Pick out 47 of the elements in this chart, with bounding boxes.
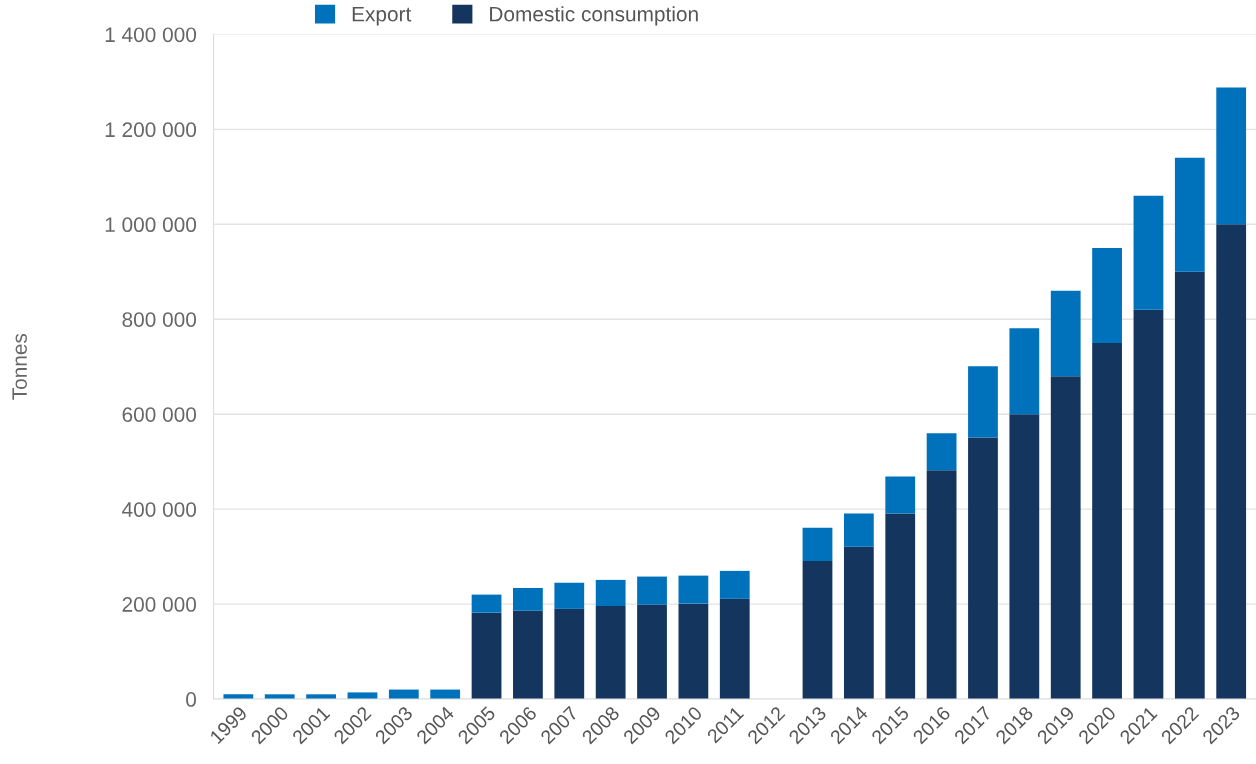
y-axis-title: Tonnes: [12, 333, 27, 400]
bar: [1216, 87, 1247, 225]
bar: [885, 513, 916, 700]
bar: [637, 604, 667, 700]
y-tick-label: 1 400 000: [105, 27, 197, 43]
bar: [554, 608, 585, 700]
bar: [471, 594, 502, 613]
bar: [1133, 309, 1164, 700]
bar: [678, 603, 709, 700]
bar: [802, 527, 833, 561]
bar: [678, 575, 709, 604]
bar: [513, 610, 543, 700]
bar: [968, 366, 998, 438]
bar: [843, 546, 874, 700]
bar: [1092, 342, 1122, 700]
y-tick-label: 0: [186, 692, 197, 707]
bar: [1050, 376, 1081, 700]
legend-label: Domestic consumption: [490, 6, 698, 26]
bar: [1216, 224, 1247, 700]
y-tick-label: 200 000: [122, 597, 197, 612]
bar: [1009, 414, 1040, 700]
bar: [885, 476, 916, 514]
bar: [719, 598, 750, 700]
bar: [1174, 271, 1205, 700]
bar: [513, 587, 543, 611]
bar: [968, 437, 998, 700]
y-tick-label: 600 000: [122, 407, 197, 422]
bar: [1050, 290, 1081, 377]
bar: [554, 582, 585, 609]
legend-label: Export: [352, 6, 412, 26]
bar: [637, 576, 667, 605]
bar: [926, 470, 957, 700]
bar: [595, 579, 626, 606]
bar: [595, 606, 626, 700]
bar: [719, 570, 750, 599]
bar: [1174, 157, 1205, 272]
bar: [471, 612, 502, 700]
bar: [1133, 195, 1164, 310]
y-tick-label: 400 000: [122, 502, 197, 517]
y-tick-label: 800 000: [122, 312, 197, 327]
bar: [1092, 248, 1122, 343]
bar: [1009, 328, 1040, 415]
y-tick-label: 1 000 000: [105, 217, 197, 233]
bar: [802, 560, 833, 700]
bar: [926, 433, 957, 471]
y-tick-label: 1 200 000: [105, 122, 197, 138]
bar: [843, 513, 874, 547]
